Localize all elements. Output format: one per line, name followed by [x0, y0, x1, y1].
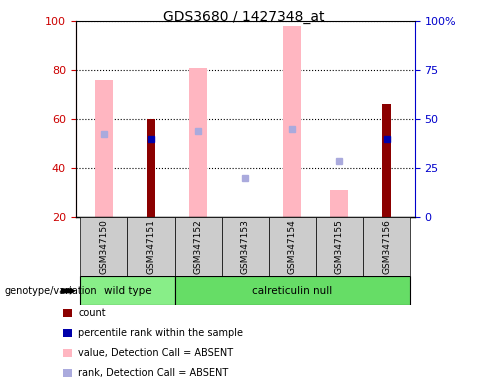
Bar [189, 68, 207, 217]
Bar [95, 80, 113, 217]
Bar [316, 217, 363, 276]
Bar [146, 119, 156, 217]
Bar [284, 26, 301, 217]
Text: GSM347154: GSM347154 [288, 219, 297, 274]
Text: percentile rank within the sample: percentile rank within the sample [78, 328, 243, 338]
Text: GDS3680 / 1427348_at: GDS3680 / 1427348_at [163, 10, 325, 23]
Text: GSM347156: GSM347156 [382, 219, 391, 274]
Bar [222, 217, 269, 276]
Text: wild type: wild type [103, 286, 151, 296]
Text: GSM347155: GSM347155 [335, 219, 344, 274]
Bar [382, 104, 391, 217]
Text: calreticulin null: calreticulin null [252, 286, 332, 296]
Bar [81, 217, 127, 276]
Bar [330, 190, 348, 217]
Text: GSM347153: GSM347153 [241, 219, 250, 274]
Text: genotype/variation: genotype/variation [5, 286, 98, 296]
Text: rank, Detection Call = ABSENT: rank, Detection Call = ABSENT [78, 368, 228, 378]
Text: value, Detection Call = ABSENT: value, Detection Call = ABSENT [78, 348, 233, 358]
Text: GSM347152: GSM347152 [194, 219, 203, 274]
Bar [175, 276, 410, 305]
Text: GSM347150: GSM347150 [100, 219, 108, 274]
Bar [127, 217, 175, 276]
Bar [175, 217, 222, 276]
Text: count: count [78, 308, 106, 318]
Bar [81, 276, 175, 305]
Bar [269, 217, 316, 276]
Text: GSM347151: GSM347151 [146, 219, 156, 274]
Bar [363, 217, 410, 276]
